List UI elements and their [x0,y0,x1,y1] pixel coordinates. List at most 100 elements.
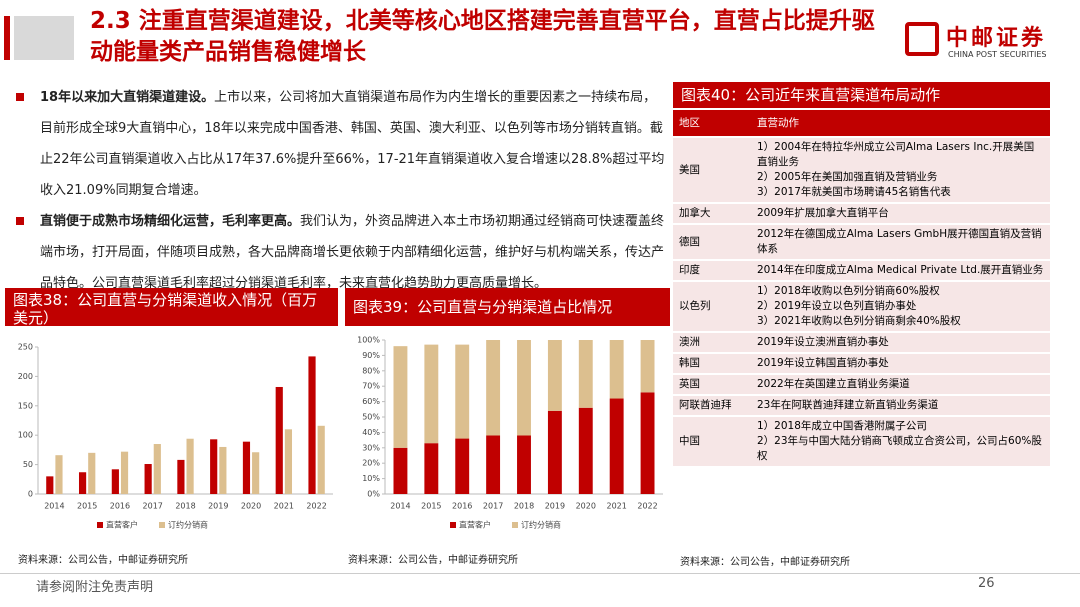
source: 资料来源：公司公告，中邮证券研究所 [18,555,188,566]
disclaimer: 请参阅附注免责声明 [36,580,154,595]
table-cell: 2022年在英国建立直销业务渠道 [751,374,1050,396]
x-tick-label: 2017 [483,502,503,511]
bar [144,464,152,494]
table-cell: 德国 [673,224,751,261]
x-tick-label: 2016 [110,502,130,511]
bar-segment [424,443,439,494]
legend-swatch [97,522,103,528]
table-cell: 美国 [673,137,751,204]
bar-segment [517,435,531,494]
bullet-lead: 直销便于成熟市场精细化运营，毛利率更高。 [40,214,301,229]
bar [120,451,129,494]
table-cell: 2009年扩展加拿大直销平台 [751,203,1050,225]
bar-segment [486,340,501,436]
x-tick-label: 2021 [606,502,626,511]
chart: 0% 10% 20% 30% 40% 50% 60% 70% 80% 90% 100% 2014 201… [357,336,663,530]
bar-segment [640,392,655,494]
bar-segment [424,344,439,444]
bar [186,438,194,494]
y-tick-label: 20% [362,459,380,468]
x-tick-label: 2018 [175,502,195,511]
y-tick-label: 60% [362,397,380,406]
legend-swatch [512,522,518,528]
table-header: 直营动作 [751,110,1050,138]
x-tick-label: 2019 [545,502,565,511]
bar [284,429,293,494]
bar-segment [578,340,593,408]
table-cell: 2019年设立韩国直销办事处 [751,353,1050,375]
bullet-text: 我们认为，外资品牌进入本土市场初期通过经销商可快速覆盖终端市场，打开局面，伴随项… [40,214,665,291]
x-tick-label: 2014 [44,502,64,511]
slide-title: 2.3 注重直营渠道建设，北美等核心地区搭建完善直营平台，直营占比提升驱动能量类… [90,8,875,65]
bar [242,441,251,494]
logo-text: 中邮证券 [946,26,1047,51]
y-tick-label: 90% [362,351,380,360]
y-tick-label: 250 [18,343,33,352]
bar [177,459,185,494]
table-cell: 阿联酋迪拜 [673,395,751,417]
y-tick-label: 50 [23,460,33,469]
table-cell: 1）2018年收购以色列分销商60%股权 2）2019年设立以色列直销办事处 3… [751,281,1050,333]
x-tick-label: 2015 [77,502,97,511]
accent-block [14,16,74,60]
legend-swatch [450,522,456,528]
bar-segment [455,344,470,439]
y-tick-label: 50% [362,413,380,422]
table-cell: 1）2018年成立中国香港附属子公司 2）23年与中国大陆分销商飞顿成立合资公司… [751,416,1050,468]
source: 资料来源：公司公告，中邮证券研究所 [348,555,518,566]
table-cell: 澳洲 [673,332,751,354]
x-tick-label: 2018 [514,502,534,511]
bullet-list: 18年以来加大直销渠道建设。上市以来，公司将加大直销渠道布局作为内生增长的重要因… [16,82,666,299]
bar [317,425,325,494]
bullet-lead: 18年以来加大直销渠道建设。 [40,90,215,105]
y-tick-label: 30% [362,443,380,452]
y-tick-label: 0% [367,490,380,499]
x-tick-label: 2020 [576,502,596,511]
y-tick-label: 70% [362,382,380,391]
bar-segment [547,340,562,411]
bar [153,444,161,494]
table-cell: 英国 [673,374,751,396]
bullet-text: 上市以来，公司将加大直销渠道布局作为内生增长的重要因素之一持续布局，目前形成全球… [40,90,665,198]
y-tick-label: 200 [18,372,33,381]
x-tick-label: 2016 [452,502,472,511]
legend-label: 直营客户 [106,520,138,530]
table-title: 图表40：公司近年来直营渠道布局动作 [673,82,1050,108]
table-cell: 中国 [673,416,751,468]
bar-segment [486,435,501,494]
x-tick-label: 2015 [421,502,441,511]
footer-line [0,573,1080,574]
bar-segment [393,447,408,494]
chart-title: 图表39：公司直营与分销渠道占比情况 [345,288,670,326]
table-cell: 1）2004年在特拉华州成立公司Alma Lasers Inc.开展美国直销业务… [751,137,1050,204]
legend-label: 订约分销商 [521,520,561,530]
bar-segment [578,407,593,494]
bar [78,472,87,494]
y-tick-label: 150 [18,401,33,410]
table: 地区 直营动作 美国 1）2004年在特拉华州成立公司Alma Lasers Inc… [673,110,1050,468]
x-tick-label: 2022 [306,502,326,511]
y-tick-label: 0 [28,490,33,499]
y-tick-label: 40% [362,428,380,437]
bar [210,439,218,494]
table-cell: 2014年在印度成立Alma Medical Private Ltd.展开直销业… [751,260,1050,282]
x-tick-label: 2019 [208,502,228,511]
table-cell: 2012年在德国成立Alma Lasers GmbH展开德国直销及营销体系 [751,224,1050,261]
logo-icon [905,22,939,56]
table-cell: 印度 [673,260,751,282]
table-cell: 2019年设立澳洲直销办事处 [751,332,1050,354]
table-cell: 23年在阿联酋迪拜建立新直销业务渠道 [751,395,1050,417]
x-tick-label: 2021 [274,502,294,511]
x-tick-label: 2014 [390,502,410,511]
y-tick-label: 100% [357,336,380,345]
bar [252,452,260,494]
bar-segment [455,438,470,494]
source: 资料来源：公司公告，中邮证券研究所 [680,557,850,568]
table-cell: 以色列 [673,281,751,333]
bar-segment [517,340,531,436]
bar-segment [393,346,408,448]
x-tick-label: 2020 [241,502,261,511]
bar-segment [609,340,624,399]
x-tick-label: 2017 [143,502,163,511]
